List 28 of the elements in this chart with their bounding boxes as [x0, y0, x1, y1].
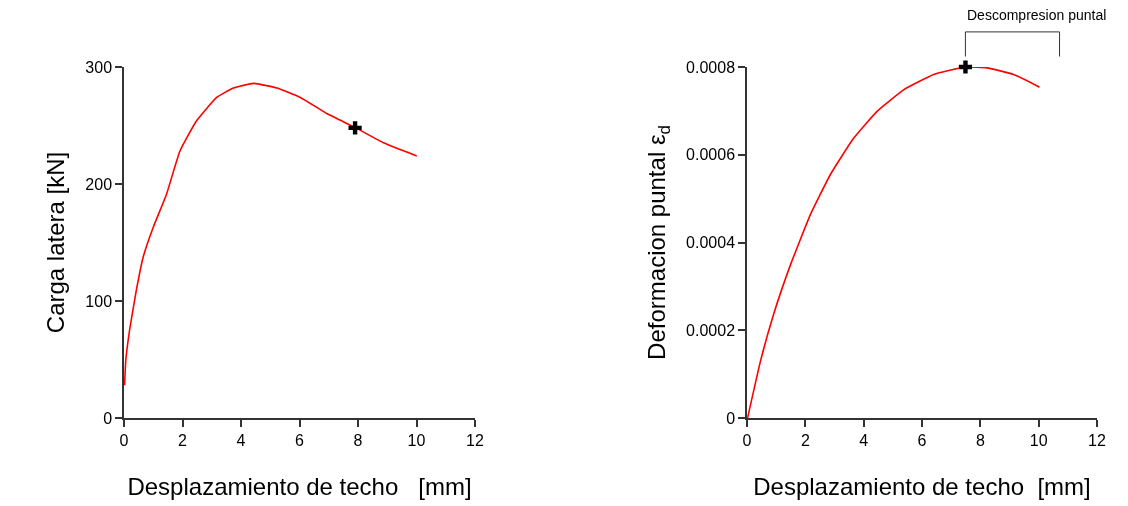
x-tick-label: 2	[178, 431, 188, 449]
x-axis-title: Desplazamiento de techo [mm]	[127, 472, 472, 500]
x-tick-label: 2	[800, 431, 810, 449]
x-tick-label: 10	[407, 431, 426, 449]
text: Descompresion puntal	[967, 7, 1107, 23]
x-tick-label: 10	[1029, 431, 1048, 449]
line-series	[124, 82, 418, 387]
x-tick-label: 0	[119, 431, 129, 449]
x-axis-title: Desplazamiento de techo [mm]	[753, 472, 1091, 500]
x-tick-label: 8	[353, 431, 363, 449]
y-tick-label: 200	[85, 175, 113, 193]
x-tick-label: 8	[975, 431, 985, 449]
x-tick-label: 6	[295, 431, 305, 449]
y-tick-label: 300	[85, 58, 113, 76]
x-tick-label: 12	[466, 431, 484, 449]
x-tick-label: 6	[917, 431, 927, 449]
y-tick-label: 0	[726, 409, 736, 427]
x-tick-label: 4	[236, 431, 246, 449]
y-axis-title: Carga latera [kN]	[41, 151, 69, 334]
y-tick-label: 0.0006	[686, 146, 736, 164]
y-tick-label: 0.0004	[686, 234, 736, 252]
y-tick-label: 0.0008	[686, 58, 736, 76]
y-tick-label: 0	[103, 409, 113, 427]
x-tick-label: 12	[1088, 431, 1106, 449]
y-tick-label: 100	[85, 292, 113, 310]
x-tick-label: 0	[742, 431, 752, 449]
x-tick-label: 4	[859, 431, 869, 449]
y-tick-label: 0.0002	[686, 321, 736, 339]
